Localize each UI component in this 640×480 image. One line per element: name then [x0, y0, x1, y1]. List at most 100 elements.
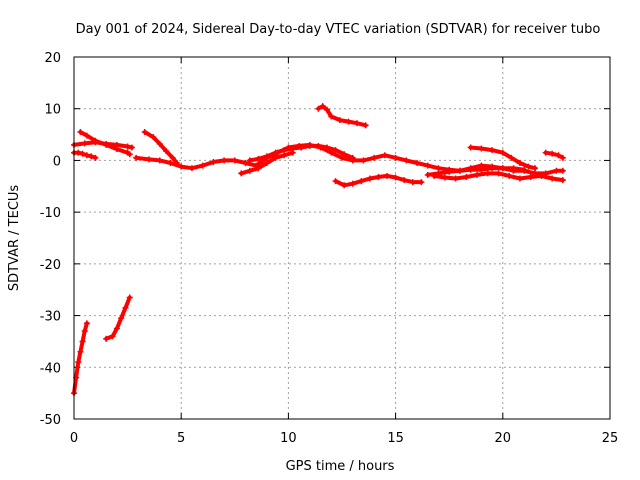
data-point — [414, 160, 421, 167]
data-point — [555, 152, 562, 159]
data-point — [360, 157, 367, 164]
data-point — [246, 167, 253, 174]
data-point — [452, 175, 459, 182]
data-point — [109, 333, 116, 340]
data-point — [538, 172, 545, 179]
data-point — [332, 178, 339, 185]
data-point — [527, 173, 534, 180]
data-point — [478, 166, 485, 173]
data-point — [103, 141, 110, 148]
data-point — [146, 156, 153, 163]
data-point — [467, 166, 474, 173]
data-point — [88, 153, 95, 160]
data-point — [345, 118, 352, 125]
data-point — [424, 171, 431, 178]
data-point — [141, 128, 148, 135]
data-point — [499, 149, 506, 156]
x-axis-title: GPS time / hours — [286, 459, 395, 474]
data-point — [242, 160, 249, 167]
data-point — [467, 144, 474, 151]
data-point — [499, 165, 506, 172]
data-point — [339, 154, 345, 161]
data-point — [358, 178, 365, 185]
data-point — [418, 179, 425, 186]
data-point — [521, 166, 528, 173]
data-point — [332, 147, 339, 154]
data-point — [263, 153, 270, 160]
series-arc-14 — [431, 170, 566, 184]
series-arc-5 — [77, 128, 133, 158]
data-point — [150, 134, 157, 141]
data-point — [79, 338, 86, 345]
axis-ticks — [73, 56, 611, 420]
data-point — [463, 173, 470, 180]
data-point — [238, 170, 245, 177]
data-point — [506, 172, 513, 179]
series-line — [425, 166, 527, 177]
series-line — [543, 150, 565, 160]
series-arc-6 — [141, 128, 180, 167]
y-tick-label: -30 — [40, 310, 61, 325]
data-point — [489, 165, 496, 172]
x-tick-label: 15 — [387, 431, 404, 446]
data-point — [210, 158, 217, 165]
data-point — [81, 140, 88, 147]
y-tick-label: -40 — [40, 361, 61, 376]
x-tick-labels: 0 5 10 15 20 25 — [70, 431, 618, 446]
data-point — [169, 154, 176, 161]
series-arc-10 — [315, 103, 369, 129]
data-point — [349, 180, 356, 187]
data-point — [246, 157, 253, 164]
y-tick-label: -10 — [40, 206, 61, 221]
data-point — [392, 174, 399, 181]
series-arc-8 — [238, 149, 296, 177]
data-point — [495, 170, 502, 177]
data-point — [341, 182, 348, 189]
data-point — [167, 160, 174, 167]
data-point — [435, 165, 442, 172]
data-point — [375, 173, 382, 180]
data-point — [188, 165, 195, 172]
data-point — [474, 171, 481, 178]
data-point — [156, 157, 163, 164]
data-point — [354, 120, 361, 127]
data-point — [83, 320, 90, 327]
data-point — [83, 132, 90, 139]
y-tick-labels: -50 -40 -30 -20 -10 0 10 20 — [40, 51, 61, 428]
series-arc-7 — [133, 141, 566, 177]
x-tick-label: 20 — [495, 431, 512, 446]
data-point — [126, 294, 133, 301]
data-point — [315, 105, 322, 112]
data-point — [77, 128, 84, 135]
data-point — [113, 325, 120, 332]
data-point — [559, 167, 566, 174]
data-point — [92, 137, 99, 144]
data-point — [281, 152, 288, 159]
data-point — [366, 175, 373, 182]
data-point — [92, 154, 99, 161]
data-point — [549, 175, 556, 182]
y-axis-title: SDTVAR / TECUs — [7, 185, 22, 292]
data-point — [263, 160, 270, 167]
data-point — [401, 177, 408, 184]
data-point — [409, 179, 416, 186]
data-point — [424, 162, 431, 169]
data-point — [75, 149, 82, 156]
grid-lines — [74, 57, 610, 419]
data-point — [163, 148, 170, 155]
data-point — [126, 151, 133, 158]
data-point — [113, 146, 120, 153]
x-tick-label: 5 — [177, 431, 185, 446]
data-point — [255, 165, 262, 172]
data-point — [478, 145, 485, 152]
plot-frame — [73, 56, 611, 420]
data-point — [392, 154, 399, 161]
series-line — [316, 104, 368, 128]
data-point — [456, 167, 463, 174]
data-point — [306, 142, 313, 149]
data-point — [446, 168, 453, 175]
data-point — [431, 172, 438, 179]
data-point — [525, 163, 532, 170]
y-tick-label: 20 — [44, 51, 61, 66]
